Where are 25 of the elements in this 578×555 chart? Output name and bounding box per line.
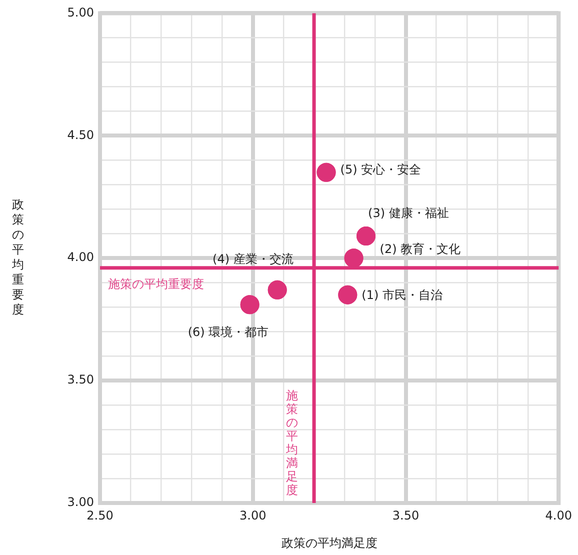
point	[344, 248, 364, 268]
y-tick-label: 3.00	[67, 495, 94, 510]
point	[356, 226, 376, 246]
y-axis-title: 政策の平均重要度	[11, 198, 24, 317]
annotation: (2) 教育・文化	[380, 242, 461, 256]
y-tick-label: 4.00	[67, 250, 94, 264]
annotation: (4) 産業・交流	[212, 252, 294, 266]
x-tick-label: 3.50	[392, 508, 420, 522]
point	[316, 162, 336, 182]
y-tick-label: 4.50	[67, 128, 94, 142]
y-tick-label: 3.50	[67, 372, 94, 387]
ref-line-label: 施策の平均重要度	[108, 277, 204, 292]
annotation: (3) 健康・福祉	[368, 206, 449, 220]
y-tick-label: 5.00	[67, 5, 94, 20]
annotation: (5) 安心・安全	[340, 162, 422, 177]
annotation: (1) 市民・自治	[362, 288, 442, 302]
point	[240, 295, 260, 314]
point	[338, 285, 358, 304]
point	[268, 280, 287, 300]
x-tick-label: 3.00	[240, 508, 266, 522]
annotation: (6) 環境・都市	[188, 324, 269, 339]
ref-line-label: 施策の平均満足度	[285, 388, 298, 498]
x-axis-title: 政策の平均満足度	[281, 536, 378, 550]
x-tick-label: 4.00	[545, 508, 572, 522]
x-tick-label: 2.50	[86, 508, 114, 522]
